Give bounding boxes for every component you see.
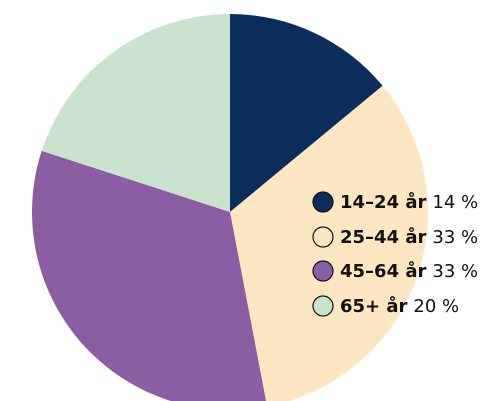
legend-swatch bbox=[312, 295, 334, 317]
legend-entry: 65+ år 20 % bbox=[340, 295, 459, 317]
legend-entry: 45–64 år 33 % bbox=[340, 260, 478, 282]
pie-slice bbox=[41, 14, 230, 212]
legend-value: 33 % bbox=[432, 261, 478, 282]
legend-value: 14 % bbox=[432, 192, 478, 213]
legend-value: 33 % bbox=[432, 227, 478, 248]
legend-label: 25–44 år bbox=[340, 226, 427, 248]
legend-label: 45–64 år bbox=[340, 260, 427, 282]
legend-swatch bbox=[312, 226, 334, 248]
legend-label: 65+ år bbox=[340, 295, 408, 317]
legend-swatch bbox=[312, 191, 334, 213]
legend-value: 20 % bbox=[413, 296, 459, 317]
legend-entry: 14–24 år 14 % bbox=[340, 191, 478, 213]
pie-slice bbox=[32, 150, 267, 401]
legend-label: 14–24 år bbox=[340, 191, 427, 213]
pie-slice bbox=[230, 14, 383, 212]
legend-swatch bbox=[312, 260, 334, 282]
legend-entry: 25–44 år 33 % bbox=[340, 226, 478, 248]
